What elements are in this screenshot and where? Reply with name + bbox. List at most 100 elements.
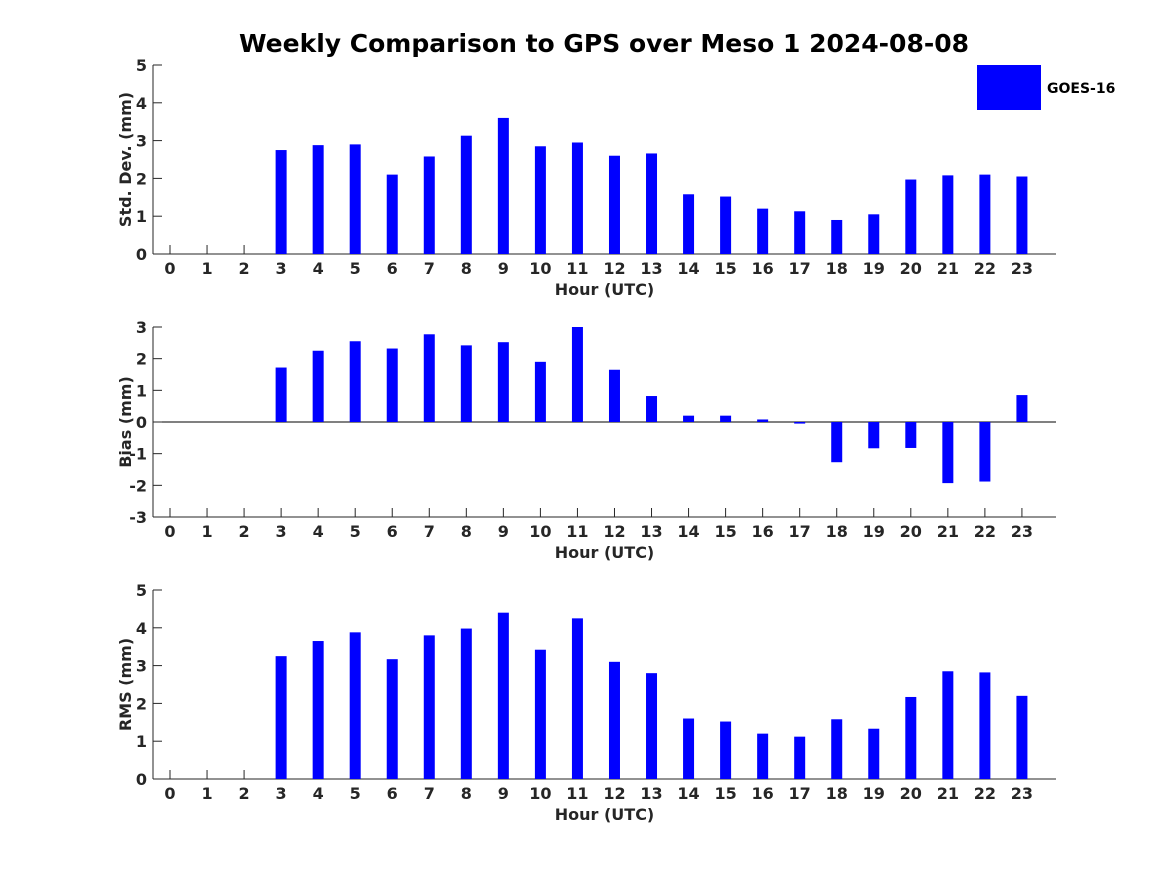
- bar-rms-13: [646, 673, 658, 779]
- y-axis-label: RMS (mm): [116, 638, 135, 731]
- x-tick-label: 2: [239, 784, 250, 803]
- bar-rms-4: [312, 641, 324, 779]
- bar-std-dev-23: [1016, 176, 1028, 254]
- x-tick-label: 8: [461, 259, 472, 278]
- x-tick-label: 17: [789, 784, 811, 803]
- x-axis-label: Hour (UTC): [555, 805, 655, 824]
- x-tick-label: 5: [350, 784, 361, 803]
- y-tick-label: 2: [136, 169, 147, 188]
- y-tick-label: 3: [136, 657, 147, 676]
- bar-std-dev-5: [349, 144, 361, 254]
- bar-bias-22: [979, 422, 991, 482]
- x-tick-label: 1: [201, 259, 212, 278]
- y-tick-label: 4: [136, 94, 147, 113]
- x-tick-label: 12: [603, 259, 625, 278]
- x-tick-label: 11: [566, 784, 588, 803]
- x-tick-label: 12: [603, 522, 625, 541]
- bar-std-dev-13: [646, 153, 658, 254]
- bar-rms-16: [757, 733, 769, 779]
- x-tick-label: 17: [789, 259, 811, 278]
- x-tick-label: 20: [900, 259, 922, 278]
- y-tick-label: 1: [136, 732, 147, 751]
- x-tick-label: 5: [350, 259, 361, 278]
- x-tick-label: 0: [164, 522, 175, 541]
- bar-rms-19: [868, 728, 880, 779]
- x-tick-label: 16: [752, 522, 774, 541]
- bar-bias-21: [942, 422, 954, 484]
- y-tick-label: 1: [136, 207, 147, 226]
- y-tick-label: 0: [136, 413, 147, 432]
- bar-bias-23: [1016, 395, 1028, 422]
- x-tick-label: 20: [900, 784, 922, 803]
- bar-bias-10: [534, 361, 546, 422]
- x-tick-label: 13: [640, 784, 662, 803]
- x-tick-label: 14: [677, 522, 699, 541]
- x-tick-label: 21: [937, 522, 959, 541]
- x-tick-label: 18: [826, 259, 848, 278]
- x-tick-label: 0: [164, 259, 175, 278]
- x-tick-label: 12: [603, 784, 625, 803]
- x-tick-label: 23: [1011, 784, 1033, 803]
- x-tick-label: 23: [1011, 522, 1033, 541]
- bar-rms-3: [275, 656, 287, 779]
- bar-rms-7: [423, 635, 435, 779]
- bar-rms-14: [683, 718, 695, 779]
- bar-std-dev-15: [720, 196, 732, 254]
- bar-bias-8: [460, 345, 472, 422]
- bar-std-dev-21: [942, 175, 954, 254]
- x-tick-label: 4: [313, 784, 324, 803]
- x-tick-label: 7: [424, 259, 435, 278]
- bar-bias-4: [312, 350, 324, 422]
- x-tick-label: 11: [566, 259, 588, 278]
- x-tick-label: 0: [164, 784, 175, 803]
- bar-std-dev-3: [275, 150, 287, 254]
- y-tick-label: -1: [129, 445, 147, 464]
- y-tick-label: 4: [136, 619, 147, 638]
- x-tick-label: 9: [498, 784, 509, 803]
- y-tick-label: 0: [136, 245, 147, 264]
- bar-bias-6: [386, 348, 398, 422]
- x-tick-label: 13: [640, 522, 662, 541]
- x-tick-label: 22: [974, 259, 996, 278]
- y-tick-label: 2: [136, 350, 147, 369]
- chart-title: Weekly Comparison to GPS over Meso 1 202…: [239, 29, 969, 58]
- x-tick-label: 7: [424, 522, 435, 541]
- bar-bias-18: [831, 422, 843, 463]
- bar-rms-10: [534, 649, 546, 779]
- bar-rms-18: [831, 719, 843, 779]
- bar-rms-17: [794, 736, 806, 779]
- x-tick-label: 15: [714, 522, 736, 541]
- bar-bias-19: [868, 422, 880, 449]
- bar-std-dev-14: [683, 194, 695, 254]
- bar-std-dev-9: [497, 117, 509, 254]
- x-tick-label: 2: [239, 259, 250, 278]
- bar-std-dev-11: [571, 142, 583, 254]
- bar-std-dev-20: [905, 179, 917, 254]
- x-tick-label: 16: [752, 259, 774, 278]
- x-tick-label: 9: [498, 259, 509, 278]
- bar-rms-5: [349, 632, 361, 779]
- bar-bias-13: [646, 396, 658, 422]
- bar-std-dev-19: [868, 214, 880, 254]
- x-tick-label: 21: [937, 259, 959, 278]
- bar-std-dev-22: [979, 174, 991, 254]
- x-tick-label: 19: [863, 522, 885, 541]
- y-tick-label: 1: [136, 381, 147, 400]
- y-tick-label: 3: [136, 318, 147, 337]
- legend: GOES-16: [977, 65, 1115, 110]
- y-axis-label: Bias (mm): [116, 376, 135, 468]
- x-tick-label: 8: [461, 784, 472, 803]
- bar-std-dev-12: [608, 155, 620, 254]
- y-tick-label: 5: [136, 581, 147, 600]
- bar-bias-20: [905, 422, 917, 448]
- bar-rms-11: [571, 618, 583, 779]
- x-tick-label: 10: [529, 259, 551, 278]
- bar-bias-15: [720, 415, 732, 422]
- bar-std-dev-16: [757, 208, 769, 254]
- x-tick-label: 21: [937, 784, 959, 803]
- x-tick-label: 16: [752, 784, 774, 803]
- bar-std-dev-6: [386, 174, 398, 254]
